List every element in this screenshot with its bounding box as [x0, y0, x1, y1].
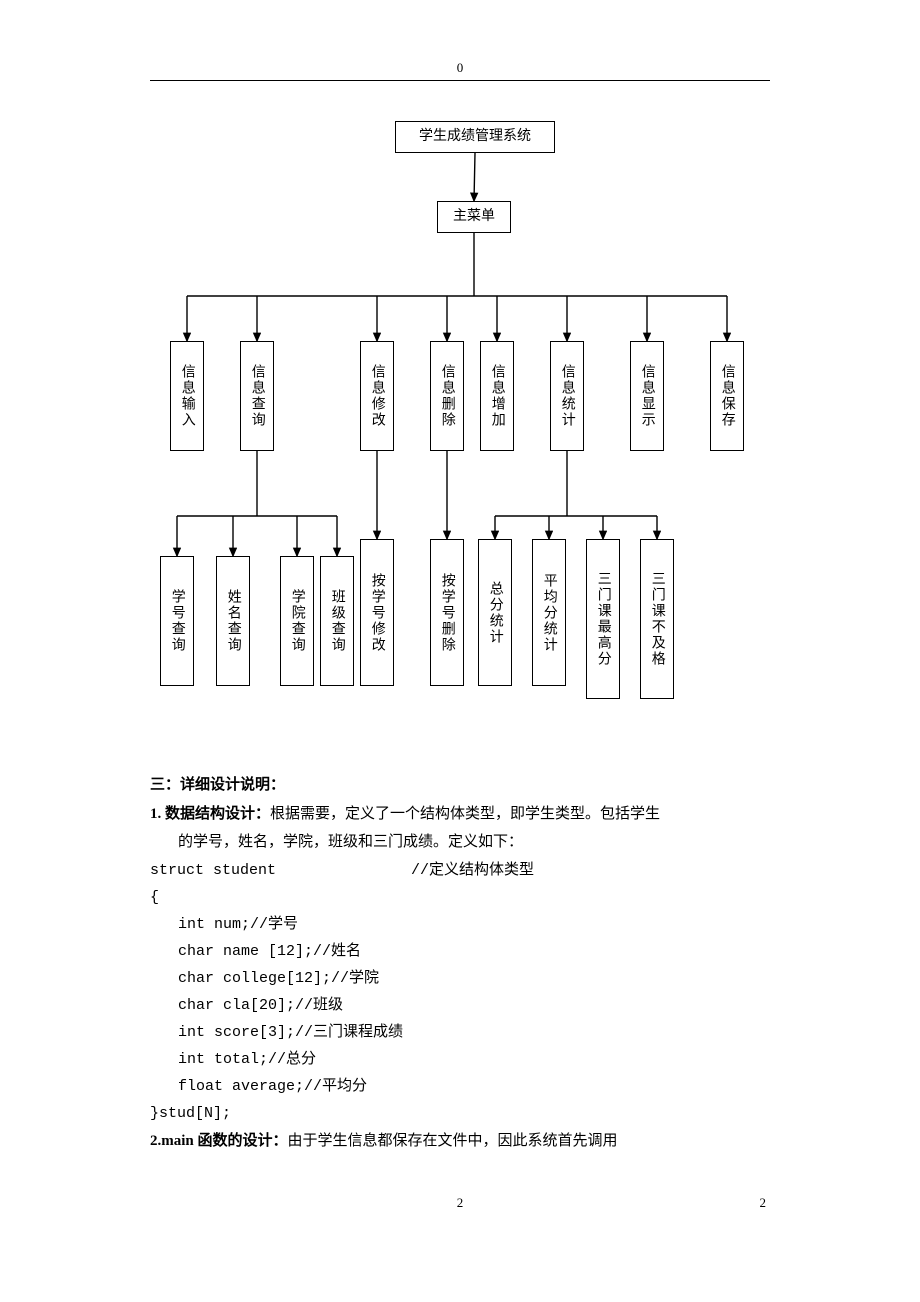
code-l3: char name [12];//姓名 — [150, 938, 770, 965]
code-l8: float average;//平均分 — [150, 1073, 770, 1100]
node-q0: 学号查询 — [160, 556, 194, 686]
code-l4: char college[12];//学院 — [150, 965, 770, 992]
node-s1: 平均分统计 — [532, 539, 566, 686]
header-rule: 0 — [150, 60, 770, 81]
node-menu: 主菜单 — [437, 201, 511, 233]
code-l6: int score[3];//三门课程成绩 — [150, 1019, 770, 1046]
item2-line: 2.main 函数的设计：由于学生信息都保存在文件中，因此系统首先调用 — [150, 1127, 770, 1156]
item1-body-b: 的学号，姓名，学院，班级和三门成绩。定义如下： — [178, 834, 523, 850]
footer-right: 2 — [760, 1195, 767, 1211]
node-m1: 信息查询 — [240, 341, 274, 451]
code-l7: int total;//总分 — [150, 1046, 770, 1073]
node-s3: 三门课不及格 — [640, 539, 674, 699]
node-m6: 信息显示 — [630, 341, 664, 451]
node-m2: 信息修改 — [360, 341, 394, 451]
code-l9: }stud[N]; — [150, 1100, 770, 1127]
node-q3: 班级查询 — [320, 556, 354, 686]
node-m4: 信息增加 — [480, 341, 514, 451]
page-footer: 2 2 — [150, 1195, 770, 1211]
node-d0: 按学号删除 — [430, 539, 464, 686]
node-m7: 信息保存 — [710, 341, 744, 451]
footer-center: 2 — [457, 1195, 464, 1211]
node-e0: 按学号修改 — [360, 539, 394, 686]
section-heading-text: 三：详细设计说明： — [150, 777, 285, 793]
node-m3: 信息删除 — [430, 341, 464, 451]
item1-lead: 1. 数据结构设计： — [150, 806, 270, 822]
node-s0: 总分统计 — [478, 539, 512, 686]
item2-lead: 2.main 函数的设计： — [150, 1133, 288, 1149]
code-l1: { — [150, 884, 770, 911]
org-diagram: 学生成绩管理系统主菜单信息输入 信息查询 信息修改 信息删除信息增加 信息统计 信息显示 信… — [150, 121, 770, 741]
node-root: 学生成绩管理系统 — [395, 121, 555, 153]
node-s2: 三门课最高分 — [586, 539, 620, 699]
code-l0: struct student //定义结构体类型 — [150, 857, 770, 884]
header-page-label: 0 — [457, 60, 464, 75]
node-q1: 姓名查询 — [216, 556, 250, 686]
node-m0: 信息输入 — [170, 341, 204, 451]
node-m5: 信息统计 — [550, 341, 584, 451]
item1-line2: 的学号，姓名，学院，班级和三门成绩。定义如下： — [150, 828, 770, 857]
section-heading: 三：详细设计说明： — [150, 771, 770, 800]
item1-line1: 1. 数据结构设计：根据需要，定义了一个结构体类型，即学生类型。包括学生 — [150, 800, 770, 829]
item2-body: 由于学生信息都保存在文件中，因此系统首先调用 — [288, 1133, 618, 1149]
node-q2: 学院查询 — [280, 556, 314, 686]
code-l2: int num;//学号 — [150, 911, 770, 938]
document-page: 0 学生成绩管理系统主菜单信息输入 信息查询 信息修改 信息删除信息增加 信息统计 信息显… — [0, 0, 920, 1271]
code-l5: char cla[20];//班级 — [150, 992, 770, 1019]
item1-body-a: 根据需要，定义了一个结构体类型，即学生类型。包括学生 — [270, 806, 660, 822]
